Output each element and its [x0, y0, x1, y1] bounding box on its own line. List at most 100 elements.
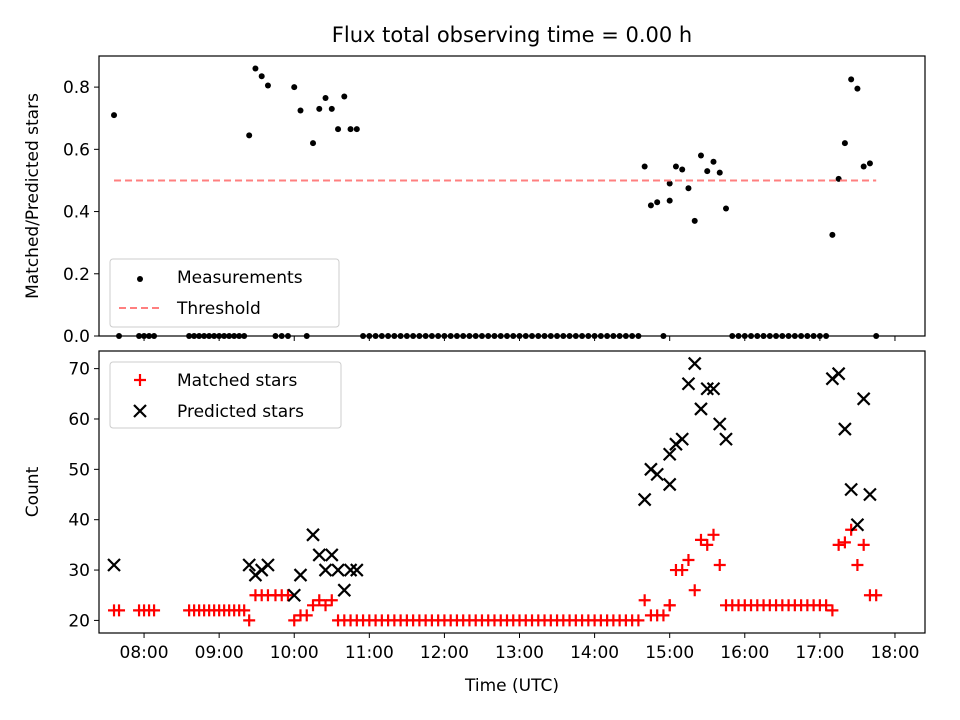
matched-stars-point — [313, 594, 326, 607]
measurement-point — [186, 333, 193, 339]
measurement-point — [723, 205, 730, 212]
measurement-point — [604, 333, 611, 339]
x-tick-label: 14:00 — [570, 643, 619, 663]
y-tick-label: 0.4 — [63, 203, 90, 223]
predicted-stars-point — [681, 376, 696, 391]
matched-stars-point — [148, 604, 161, 617]
measurement-point — [111, 112, 118, 119]
measurement-point — [272, 333, 279, 339]
measurement-point — [347, 126, 354, 133]
measurement-point — [503, 333, 510, 339]
measurement-point — [760, 333, 767, 339]
measurement-point — [729, 333, 736, 339]
measurement-point — [873, 333, 880, 339]
measurement-point — [453, 333, 460, 339]
legend-matched-swatch — [134, 374, 146, 386]
y-tick-label: 30 — [68, 561, 90, 581]
predicted-stars-point — [675, 432, 689, 446]
matched-stars-point — [238, 604, 251, 617]
measurement-point — [804, 333, 811, 339]
matched-stars-point — [307, 599, 320, 612]
predicted-stars-point — [838, 422, 852, 436]
legend-predicted-swatch — [133, 404, 147, 418]
measurement-point — [252, 65, 259, 72]
measurement-point — [629, 333, 636, 339]
measurement-point — [716, 169, 723, 176]
measurement-point — [829, 231, 836, 238]
predicted-stars-point — [343, 563, 358, 577]
measurement-point — [258, 73, 265, 80]
measurement-point — [216, 333, 223, 339]
measurement-point — [284, 333, 291, 339]
axes-frame-2 — [98, 350, 926, 634]
predicted-stars-point — [662, 447, 677, 462]
measurement-point — [704, 168, 711, 175]
matched-stars-point — [113, 604, 126, 617]
predicted-stars-point — [844, 482, 858, 497]
measurement-point — [141, 333, 148, 339]
measurement-point — [735, 333, 742, 339]
measurement-point — [666, 197, 673, 204]
measurement-point — [510, 333, 517, 339]
measurement-point — [641, 163, 648, 170]
predicted-stars-point — [863, 487, 877, 502]
matched-stars-point — [870, 589, 883, 602]
measurement-point — [416, 333, 423, 339]
measurement-point — [560, 333, 567, 339]
x-tick-label: 15:00 — [645, 643, 694, 663]
predicted-stars-point — [662, 477, 677, 492]
measurement-point — [366, 333, 373, 339]
y-axis-label: Count — [23, 466, 43, 517]
legend-measurements-swatch — [137, 276, 143, 282]
matched-stars-point — [325, 594, 338, 607]
legend-label: Measurements — [177, 268, 303, 288]
measurement-point — [785, 333, 792, 339]
y-tick-label: 0.8 — [63, 78, 90, 98]
matched-stars-point — [657, 609, 670, 622]
matched-stars-point — [676, 564, 689, 577]
measurement-point — [136, 333, 143, 339]
measurement-point — [226, 333, 233, 339]
predicted-stars-point — [242, 558, 256, 572]
measurement-point — [585, 333, 592, 339]
measurement-point — [685, 185, 692, 192]
predicted-stars-point — [312, 548, 327, 562]
measurement-point — [196, 333, 203, 339]
measurement-point — [264, 82, 271, 89]
measurement-point — [353, 126, 360, 133]
measurement-point — [697, 152, 704, 159]
predicted-stars-point — [637, 492, 652, 507]
measurement-point — [535, 333, 542, 339]
predicted-stars-point — [293, 568, 308, 582]
measurement-point — [679, 166, 686, 173]
measurement-point — [791, 333, 798, 339]
predicted-stars-point — [719, 432, 733, 446]
legend-label: Predicted stars — [177, 402, 304, 422]
matched-stars-point — [300, 609, 313, 622]
predicted-stars-point — [706, 381, 721, 396]
y-tick-label: 20 — [68, 611, 90, 631]
predicted-stars-point — [337, 583, 352, 597]
measurement-point — [798, 333, 805, 339]
measurement-point — [441, 333, 448, 339]
measurement-point — [116, 333, 123, 339]
measurement-point — [766, 333, 773, 339]
measurement-point — [403, 333, 410, 339]
measurement-point — [566, 333, 573, 339]
matched-stars-point — [632, 614, 645, 627]
matched-stars-point — [820, 599, 833, 612]
measurement-point — [460, 333, 467, 339]
measurement-point — [710, 158, 717, 165]
predicted-stars-point — [350, 563, 364, 577]
predicted-stars-point — [650, 467, 664, 482]
matched-stars-point — [826, 604, 839, 617]
measurement-point — [841, 140, 848, 147]
x-tick-label: 18:00 — [870, 643, 919, 663]
matched-stars-point — [707, 528, 720, 541]
x-tick-label: 17:00 — [795, 643, 844, 663]
matched-stars-point — [243, 614, 256, 627]
predicted-stars-point — [712, 417, 727, 431]
legend-label: Matched stars — [177, 371, 297, 391]
measurement-point — [866, 160, 873, 167]
matched-stars-point — [682, 553, 695, 566]
